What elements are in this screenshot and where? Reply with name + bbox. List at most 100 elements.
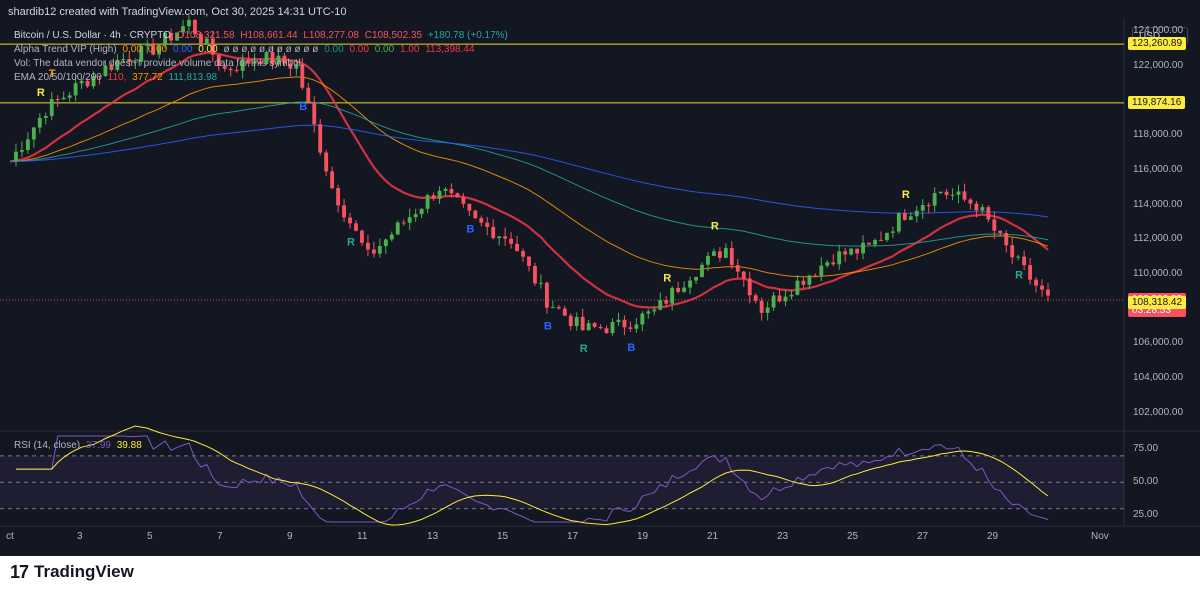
candle-body xyxy=(20,149,24,152)
time-axis-label: 19 xyxy=(637,531,649,542)
candle-body xyxy=(1040,285,1044,290)
candle-body xyxy=(169,32,173,41)
candle-body xyxy=(449,188,454,194)
candle-body xyxy=(497,236,502,239)
candle-body xyxy=(950,194,955,196)
candle-body xyxy=(1028,265,1033,280)
ema-value: 110, xyxy=(107,72,127,83)
candle-body xyxy=(628,327,633,329)
ema-50-line xyxy=(9,76,1049,278)
candle-body xyxy=(395,222,400,235)
candle-body xyxy=(246,59,251,64)
candle-body xyxy=(366,242,370,250)
time-axis-label: ct xyxy=(6,531,14,542)
candle-body xyxy=(622,319,627,328)
candle-body xyxy=(956,191,961,195)
time-axis-label: 5 xyxy=(147,531,153,542)
candle-body xyxy=(795,280,800,295)
candle-body xyxy=(342,205,346,218)
change-value: +180.78 (+0.17%) xyxy=(427,30,508,41)
candle-body xyxy=(867,242,871,245)
candle-body xyxy=(729,248,734,266)
footer-brand[interactable]: 17 TradingView xyxy=(10,561,134,583)
symbol-name[interactable]: Bitcoin / U.S. Dollar · 4h · CRYPTO xyxy=(14,30,171,41)
signal-marker: T xyxy=(49,68,56,80)
indicator-value: 0.00 xyxy=(172,44,193,55)
candle-body xyxy=(187,19,191,27)
indicator-value: 1.00 xyxy=(399,44,420,55)
candle-body xyxy=(753,295,758,301)
candle-body xyxy=(222,65,227,69)
candle-body xyxy=(908,216,913,220)
candle-body xyxy=(1022,256,1027,266)
candle-body xyxy=(121,58,126,60)
candle-body xyxy=(115,59,120,70)
signal-marker: R xyxy=(37,87,45,99)
candle-body xyxy=(25,139,30,150)
candle-body xyxy=(377,246,382,254)
rsi-value: 37.99 xyxy=(85,440,111,451)
time-axis-label: 25 xyxy=(847,531,859,542)
candle-body xyxy=(401,222,406,224)
indicator-name[interactable]: EMA 20/50/100/200 xyxy=(14,72,102,83)
candle-body xyxy=(735,265,740,272)
legend-alpha-trend-row[interactable]: Alpha Trend VIP (High) 0.00 0.00 0.00 0.… xyxy=(14,44,478,55)
candle-body xyxy=(789,294,794,297)
candle-body xyxy=(491,226,496,239)
rsi-line xyxy=(16,435,1049,523)
indicator-name[interactable]: Alpha Trend VIP (High) xyxy=(14,44,117,55)
candle-body xyxy=(544,282,549,308)
signal-marker: R xyxy=(663,273,671,285)
signal-marker: B xyxy=(627,342,635,354)
candle-body xyxy=(193,19,197,34)
candle-body xyxy=(598,326,603,329)
candle-body xyxy=(974,203,979,211)
candle-body xyxy=(455,193,460,198)
rsi-pane xyxy=(0,425,1124,526)
candle-body xyxy=(920,205,925,211)
candle-body xyxy=(425,195,430,209)
candle-body xyxy=(133,61,138,63)
candle-body xyxy=(145,43,150,46)
price-axis-label: 110,000.00 xyxy=(1133,268,1183,279)
candle-body xyxy=(640,313,645,325)
ema-20-line xyxy=(9,51,1049,309)
candle-body xyxy=(807,275,812,285)
ema-lines xyxy=(9,51,1049,309)
candle-body xyxy=(389,234,394,240)
legend-ema-row[interactable]: EMA 20/50/100/200 110, 377.72 111,813.98 xyxy=(14,72,220,83)
rsi-label[interactable]: RSI (14, close) xyxy=(14,440,81,451)
candle-body xyxy=(228,68,233,71)
candle-body xyxy=(1046,289,1050,296)
candle-body xyxy=(55,99,60,101)
candle-body xyxy=(968,199,973,204)
candle-body xyxy=(419,208,424,215)
candle-body xyxy=(646,311,651,314)
candle-body xyxy=(879,240,883,242)
price-axis-label: 122,000.00 xyxy=(1133,60,1184,71)
candle-body xyxy=(849,248,854,255)
time-axis-label: 15 xyxy=(497,531,509,542)
candle-body xyxy=(855,248,860,254)
candle-body xyxy=(336,188,341,206)
candle-body xyxy=(324,152,329,172)
candle-body xyxy=(1034,279,1038,286)
chart-caption: shardib12 created with TradingView.com, … xyxy=(8,6,347,18)
rsi-legend[interactable]: RSI (14, close) 37.99 39.88 xyxy=(14,440,145,451)
time-axis-label: 17 xyxy=(567,531,579,542)
rsi-ma-line xyxy=(16,425,1049,526)
candle-body xyxy=(610,322,615,334)
candle-body xyxy=(234,70,239,72)
candle-body xyxy=(383,239,388,247)
candle-body xyxy=(479,218,484,223)
candle-body xyxy=(258,61,263,64)
candle-body xyxy=(825,262,830,266)
candle-body xyxy=(533,265,537,284)
candle-body xyxy=(574,316,579,327)
candle-body xyxy=(73,83,78,96)
legend-symbol-row[interactable]: Bitcoin / U.S. Dollar · 4h · CRYPTO O108… xyxy=(14,30,511,41)
candle-body xyxy=(980,207,985,211)
ema-200-line xyxy=(9,124,1049,218)
candle-body xyxy=(700,264,704,278)
